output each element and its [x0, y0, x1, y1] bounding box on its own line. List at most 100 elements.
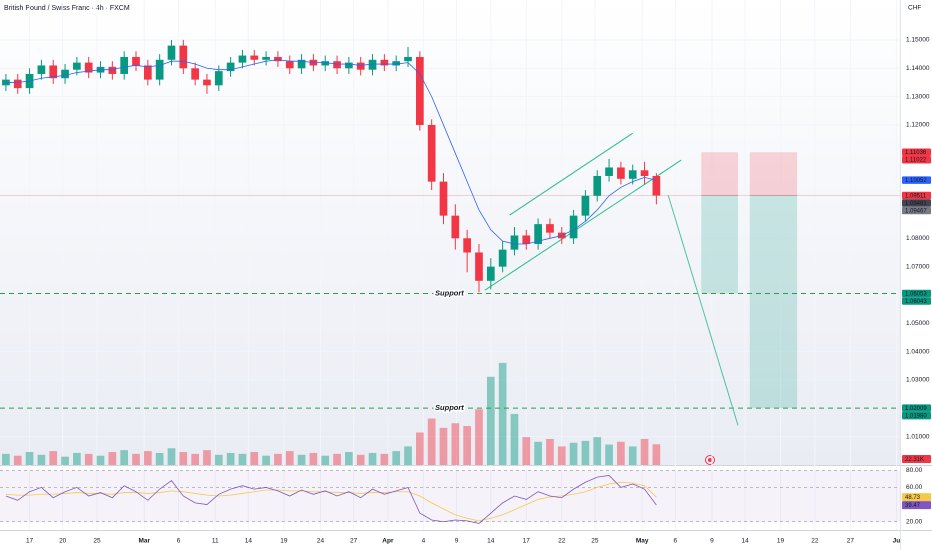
y-tick-label: 1.03000 [906, 377, 930, 384]
volume-bar [25, 452, 34, 465]
volume-bar [439, 427, 448, 465]
volume-bar [475, 409, 483, 465]
candle-body [84, 62, 93, 73]
support-label: Support [435, 403, 464, 412]
x-tick-label: 22 [811, 538, 819, 545]
volume-bar [96, 455, 105, 465]
volume-bar [13, 455, 22, 465]
rsi-label-bg [902, 501, 931, 510]
x-tick-label: 14 [487, 538, 495, 545]
candle-body [37, 65, 46, 74]
candle-body [392, 61, 401, 66]
y-tick-label: 1.01000 [906, 433, 930, 440]
candle-body [250, 55, 259, 60]
volume-bar [214, 454, 223, 465]
volume-bar [274, 453, 282, 465]
event-icon[interactable] [705, 455, 715, 465]
candle-body [415, 56, 424, 125]
x-tick-label: 17 [523, 538, 531, 545]
volume-bar [297, 454, 306, 465]
rsi-tick-label: 20.00 [906, 518, 923, 525]
volume-bar [557, 446, 566, 465]
stop-zone [749, 152, 798, 196]
volume-bar [640, 439, 649, 465]
channel-line [484, 159, 682, 291]
x-tick-label: 25 [591, 538, 599, 545]
y-tick-label: 1.13000 [906, 93, 930, 100]
volume-bar [49, 451, 58, 465]
candle-body [262, 56, 270, 60]
price-label: 1.11022 [905, 158, 927, 164]
candle-body [368, 59, 377, 70]
volume-bar [238, 453, 247, 465]
candle-body [49, 65, 58, 79]
price-label-bg [902, 404, 931, 412]
x-tick-label: 27 [847, 538, 855, 545]
event-icon-dot [708, 458, 712, 462]
volume-bar [356, 454, 365, 465]
rsi-band [0, 470, 900, 522]
price-label: 1.09511 [905, 193, 927, 199]
price-label: 1.09481 [905, 201, 927, 207]
volume-bar [617, 441, 625, 465]
candle-body [546, 224, 554, 233]
price-label: 1.09467 [905, 208, 927, 214]
x-tick-label: 6 [673, 538, 677, 545]
candle-body [522, 235, 531, 244]
price-label: 1.02009 [905, 406, 927, 412]
volume-bar [155, 452, 164, 465]
volume-bar [451, 423, 460, 465]
volume-bar [522, 437, 531, 465]
x-tick-label: 11 [212, 538, 219, 545]
candle-body [510, 235, 519, 250]
x-tick-label: 9 [710, 538, 714, 545]
rsi-line [5, 475, 657, 524]
volume-bar [628, 446, 637, 465]
candle-body [404, 56, 412, 62]
candle-body [143, 65, 152, 80]
rsi-ma-label-bg [902, 493, 931, 502]
price-label-bg [902, 199, 931, 207]
candle-body [73, 62, 81, 70]
price-label: 1.10052 [905, 178, 927, 184]
support-label: Support [435, 288, 464, 297]
volume-bar [368, 452, 377, 465]
x-tick-label: 27 [350, 538, 358, 545]
volume-bar [120, 450, 129, 465]
volume-bar [546, 439, 554, 465]
candle-body [475, 252, 483, 281]
volume-bar [652, 444, 661, 465]
rsi-tick-label: 60.00 [906, 484, 923, 491]
volume-bar [510, 413, 519, 465]
channel-line [509, 132, 633, 216]
y-tick-label: 1.15000 [906, 37, 930, 44]
price-label-bg [902, 156, 931, 164]
x-tick-label: 17 [26, 538, 34, 545]
price-label-bg [902, 148, 931, 157]
rsi-label: 39.47 [905, 503, 921, 509]
price-label-bg [902, 411, 931, 420]
y-tick-label: 1.04000 [906, 348, 930, 355]
x-tick-label: 9 [455, 538, 459, 545]
x-tick-label: 6 [177, 538, 181, 545]
volume-bar [203, 450, 211, 465]
price-label-bg [902, 289, 931, 298]
volume-bar [191, 453, 199, 465]
volume-bar [73, 452, 81, 465]
price-label-bg [902, 176, 931, 184]
candle-body [214, 71, 223, 86]
candle-body [356, 62, 365, 70]
x-tick-label: 24 [317, 538, 325, 545]
candle-body [486, 266, 495, 281]
rsi-tick-label: 80.00 [906, 467, 923, 474]
candle-body [321, 61, 330, 66]
volume-bar [404, 446, 412, 465]
volume-bar [61, 456, 69, 465]
volume-label-bg [902, 455, 931, 463]
volume-bar [2, 453, 10, 465]
candle-body [593, 175, 602, 196]
candle-body [652, 175, 661, 196]
candle-body [451, 215, 460, 239]
